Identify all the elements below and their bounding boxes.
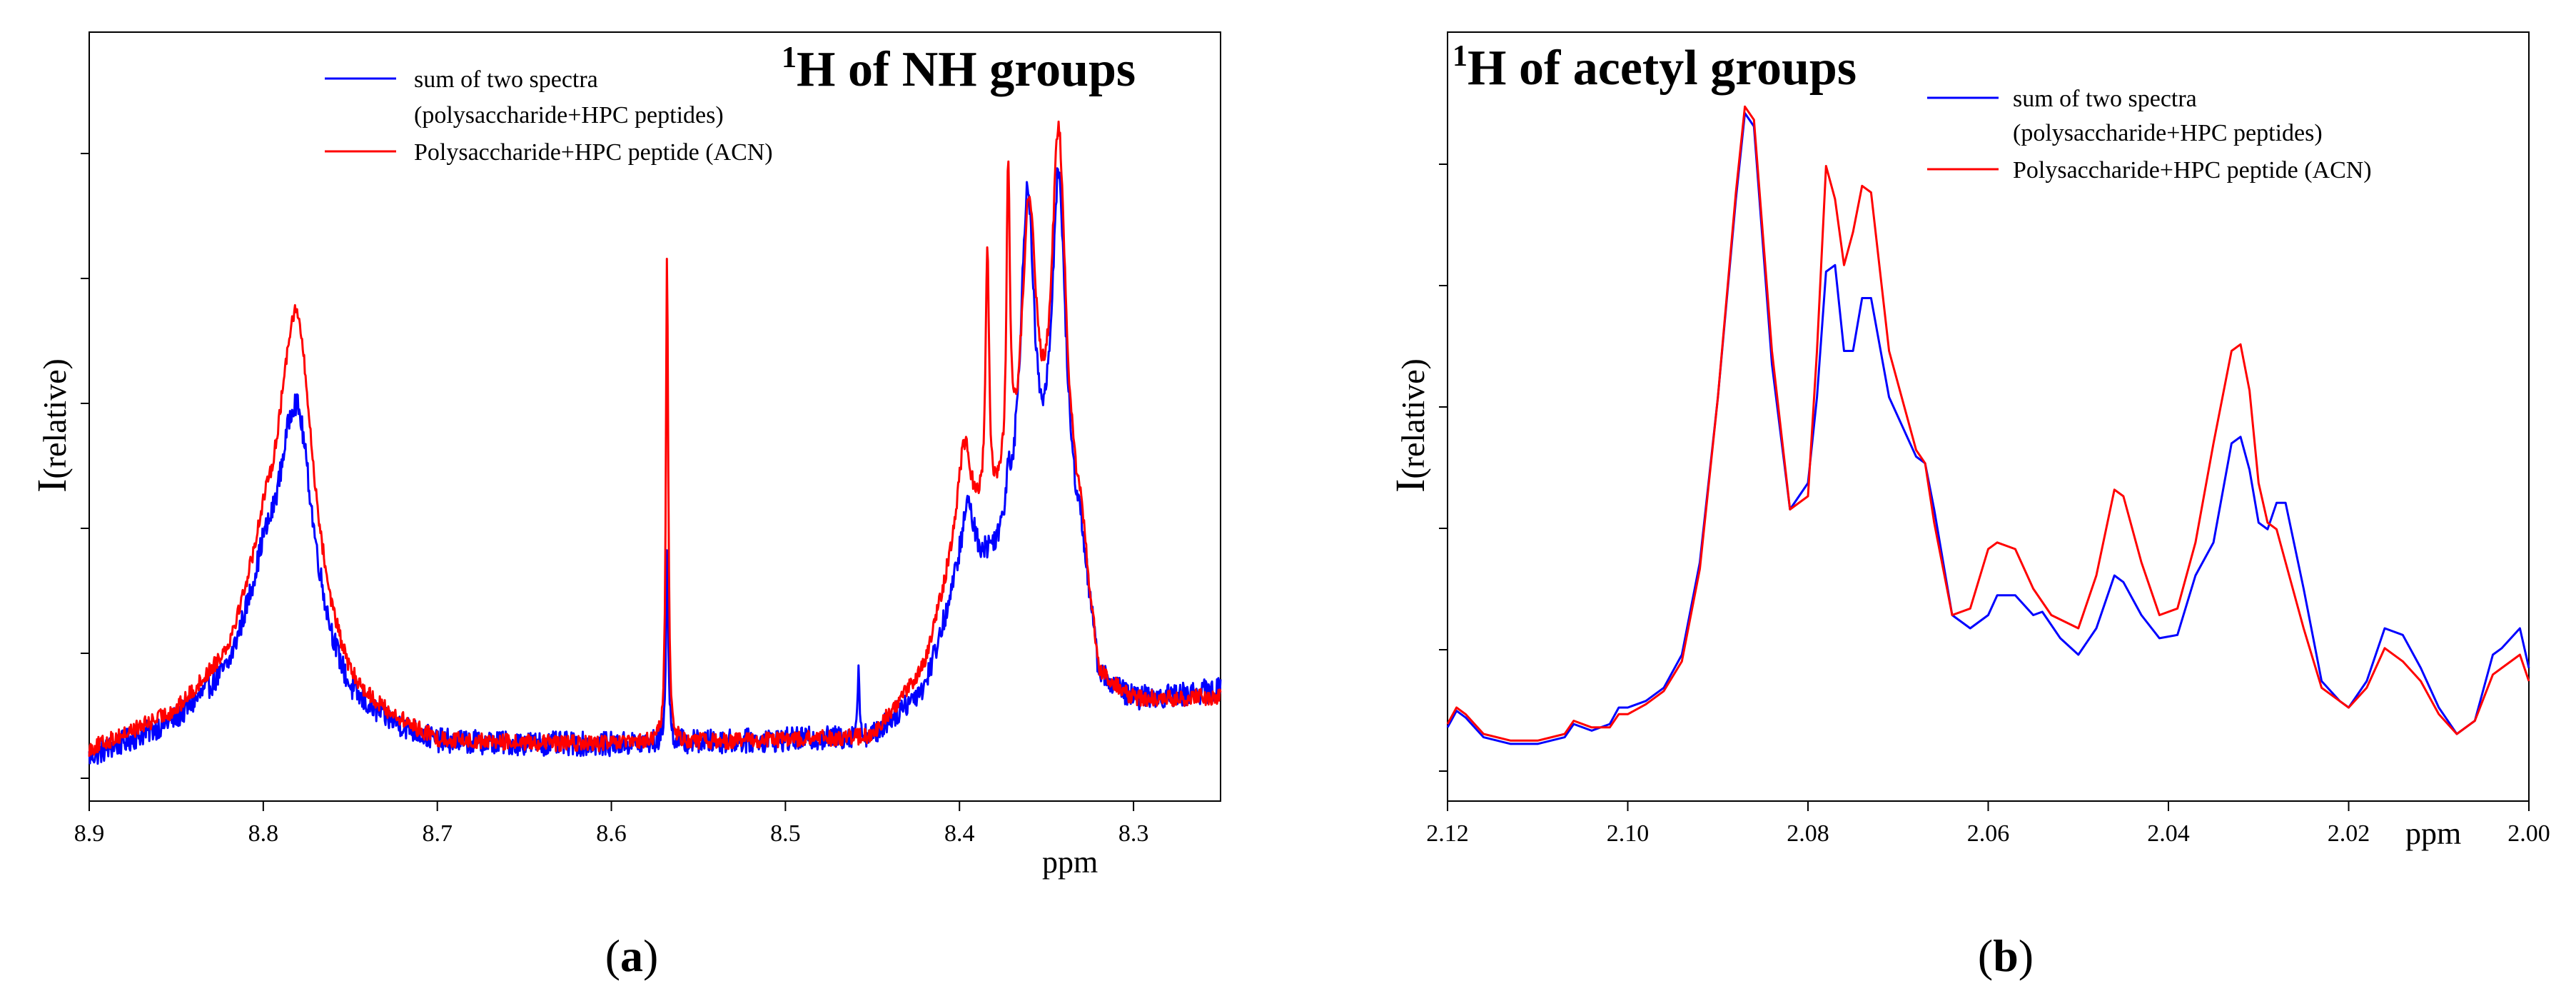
- series-line-b-red: [1446, 105, 2530, 742]
- legend-b: sum of two spectra (polysaccharide+HPC p…: [1927, 86, 2372, 183]
- x-tick-label-b-2: 2.08: [1787, 820, 1829, 847]
- x-tick-label-b-3: 2.06: [1967, 820, 2010, 847]
- series-group-b: [1446, 105, 2530, 745]
- x-tick-label-b-0: 2.12: [1426, 820, 1469, 847]
- legend-text-blue-a-line1: sum of two spectra: [414, 66, 598, 93]
- panel-label-b: (b): [1978, 930, 2034, 981]
- chart-title-b: 1H of acetyl groups: [1453, 40, 1857, 96]
- x-tick-label-a-5: 8.4: [944, 820, 975, 847]
- x-tick-label-b-6: 2.00: [2507, 820, 2550, 847]
- series-line-a-blue: [88, 167, 1222, 765]
- panel-b: 2.12 2.10 2.08 2.06 2.04 2.02 2.00 ppm I(relat…: [1387, 31, 2550, 981]
- legend-a: sum of two spectra (polysaccharide+HPC p…: [325, 66, 773, 166]
- x-tick-label-a-6: 8.3: [1118, 820, 1149, 847]
- legend-text-blue-b-line2: (polysaccharide+HPC peptides): [2013, 120, 2323, 146]
- x-tick-label-b-1: 2.10: [1607, 820, 1650, 847]
- x-tick-label-a-1: 8.8: [248, 820, 279, 847]
- x-tick-label-a-3: 8.6: [596, 820, 627, 847]
- x-tick-label-a-2: 8.7: [422, 820, 453, 847]
- panel-a: 8.9 8.8 8.7 8.6 8.5 8.4 8.3 ppm I(relative) 1H…: [29, 31, 1222, 981]
- panel-label-a: (a): [605, 930, 659, 981]
- legend-text-blue-a-line2: (polysaccharide+HPC peptides): [414, 102, 724, 129]
- x-axis-ticks-b: 2.12 2.10 2.08 2.06 2.04 2.02 2.00: [1426, 801, 2550, 847]
- series-line-b-blue: [1446, 112, 2530, 745]
- legend-text-red-a: Polysaccharide+HPC peptide (ACN): [414, 139, 773, 166]
- x-tick-label-a-0: 8.9: [74, 820, 105, 847]
- chart-title-a: 1H of NH groups: [782, 41, 1136, 97]
- x-tick-label-a-4: 8.5: [770, 820, 801, 847]
- y-ticks-b: [1439, 164, 1448, 772]
- y-ticks-a: [81, 153, 89, 779]
- legend-text-red-b: Polysaccharide+HPC peptide (ACN): [2013, 157, 2372, 183]
- x-tick-label-b-5: 2.02: [2328, 820, 2370, 847]
- x-tick-label-b-4: 2.04: [2147, 820, 2190, 847]
- series-group-a: [88, 120, 1222, 765]
- y-axis-label-a: I(relative): [29, 358, 75, 493]
- plot-frame-a: [89, 31, 1221, 802]
- x-axis-label-b: ppm: [2405, 816, 2461, 851]
- y-axis-label-b: I(relative): [1387, 358, 1433, 493]
- x-axis-label-a: ppm: [1042, 845, 1098, 880]
- x-axis-ticks-a: 8.9 8.8 8.7 8.6 8.5 8.4 8.3: [74, 801, 1149, 847]
- series-line-a-red: [88, 120, 1222, 757]
- legend-text-blue-b-line1: sum of two spectra: [2013, 86, 2197, 112]
